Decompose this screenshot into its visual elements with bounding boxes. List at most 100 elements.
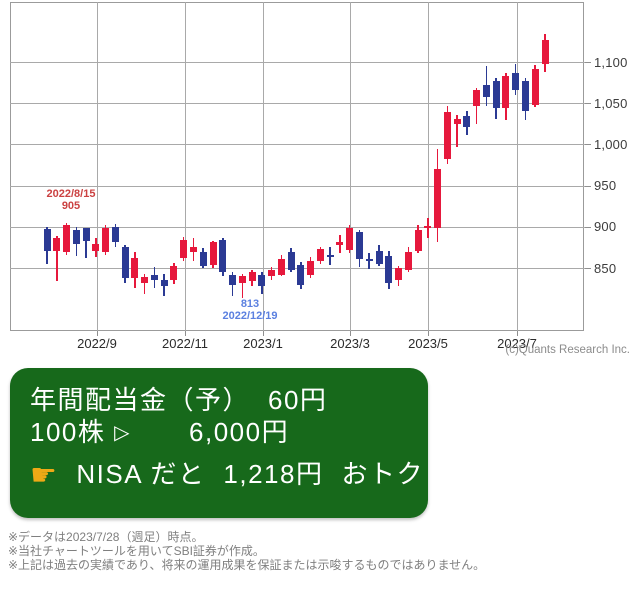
candle-body — [72, 230, 80, 245]
y-gridline — [10, 144, 585, 146]
candle-body — [473, 90, 481, 107]
nisa-value: 1,218円 — [223, 459, 324, 489]
dividend-label: 年間配当金（予） — [30, 385, 251, 415]
y-axis-label: 1,000 — [594, 136, 628, 152]
y-axis-tick — [585, 144, 591, 146]
low-annotation: 813 2022/12/19 — [198, 298, 302, 322]
candle-body — [121, 247, 129, 278]
candle-body — [414, 230, 422, 251]
y-gridline — [10, 62, 585, 63]
candle-wick — [85, 227, 87, 259]
candle-body — [375, 250, 383, 264]
candle-body — [150, 274, 158, 281]
nisa-suffix: おトク — [341, 459, 424, 489]
x-axis-tick — [517, 331, 518, 336]
candle-body — [189, 246, 197, 252]
x-axis-label: 2023/1 — [243, 336, 283, 351]
y-gridline — [10, 226, 585, 228]
dividend-promo-box: 年間配当金（予） 60円 100株 ▷ 6,000円 ☛ NISA だと 1,218円お… — [10, 368, 428, 518]
candle-body — [521, 80, 529, 112]
y-axis-label: 1,050 — [594, 95, 628, 111]
low-annotation-value: 813 — [240, 298, 260, 310]
candle-body — [43, 229, 51, 251]
y-axis-tick — [585, 268, 591, 269]
y-axis-tick — [585, 103, 591, 105]
x-axis-label: 2022/9 — [77, 336, 117, 351]
candle-body — [131, 258, 139, 278]
x-gridline — [517, 2, 518, 331]
shares-label: 100株 — [30, 417, 106, 447]
y-axis-tick — [585, 62, 591, 63]
shares-line: 100株 ▷ 6,000円 — [30, 412, 289, 449]
candle-body — [102, 227, 110, 253]
nisa-label: NISA だと — [76, 459, 206, 489]
candle-body — [541, 39, 549, 65]
candle-body — [229, 275, 237, 286]
y-gridline — [10, 103, 585, 105]
pointing-hand-icon: ☛ — [30, 459, 59, 492]
candle-body — [424, 225, 432, 228]
x-axis-label: 2022/11 — [161, 336, 209, 351]
y-axis-label: 950 — [594, 178, 617, 194]
footnote-source: ※当社チャートツールを用いてSBI証券が作成。 — [8, 544, 265, 558]
candle-body — [258, 274, 266, 287]
candle-body — [82, 228, 90, 241]
candle-body — [316, 249, 324, 262]
candle-body — [219, 239, 227, 273]
x-gridline — [350, 2, 351, 331]
candle-body — [434, 169, 442, 229]
candle-body — [111, 226, 119, 243]
nisa-line: ☛ NISA だと 1,218円 おトク — [30, 454, 424, 493]
chart-copyright: (c)Quants Research Inc. — [505, 344, 630, 356]
candle-body — [238, 276, 246, 283]
candle-body — [531, 69, 539, 105]
x-gridline — [263, 2, 264, 331]
candle-body — [63, 225, 71, 253]
candle-wick — [427, 217, 429, 239]
candle-wick — [143, 273, 146, 295]
candle-body — [492, 80, 500, 109]
x-axis-label: 2023/3 — [330, 336, 370, 351]
shares-value: 6,000円 — [189, 417, 290, 447]
chart-plot-area — [10, 2, 584, 331]
candle-body — [346, 228, 354, 250]
candle-body — [170, 265, 178, 281]
candle-body — [365, 258, 373, 261]
dividend-value: 60円 — [268, 385, 328, 415]
right-triangle-icon: ▷ — [114, 422, 132, 444]
low-annotation-date: 2022/12/19 — [222, 309, 278, 322]
y-axis-label: 900 — [594, 219, 617, 235]
candle-body — [355, 231, 363, 259]
candle-body — [53, 238, 61, 251]
candle-body — [482, 85, 490, 97]
x-axis-tick — [263, 331, 264, 336]
high-annotation: 2022/8/15 905 — [21, 188, 121, 212]
x-axis-tick — [428, 331, 429, 336]
candle-body — [92, 244, 100, 251]
candle-wick — [368, 253, 370, 269]
candle-body — [453, 118, 461, 124]
y-axis-label: 1,100 — [594, 54, 628, 70]
y-axis-tick — [585, 185, 591, 187]
candle-body — [443, 112, 451, 160]
candle-body — [248, 272, 256, 282]
y-axis-label: 850 — [594, 260, 617, 276]
x-gridline — [185, 2, 186, 331]
high-annotation-date: 2022/8/15 — [46, 188, 96, 200]
footnote-disclaimer: ※上記は過去の実績であり、将来の運用成果を保証または示唆するものではありません。 — [8, 558, 486, 572]
candle-body — [326, 254, 334, 257]
y-axis-tick — [585, 226, 591, 228]
x-gridline — [97, 2, 98, 331]
high-annotation-value: 905 — [61, 199, 81, 212]
x-axis-tick — [97, 331, 98, 336]
x-axis-tick — [185, 331, 186, 336]
candle-body — [180, 239, 188, 259]
candle-wick — [241, 273, 244, 299]
candle-body — [268, 269, 276, 277]
candle-body — [297, 264, 305, 286]
x-axis-label: 2023/5 — [408, 336, 448, 351]
candle-wick — [56, 235, 58, 282]
candle-body — [307, 260, 315, 276]
